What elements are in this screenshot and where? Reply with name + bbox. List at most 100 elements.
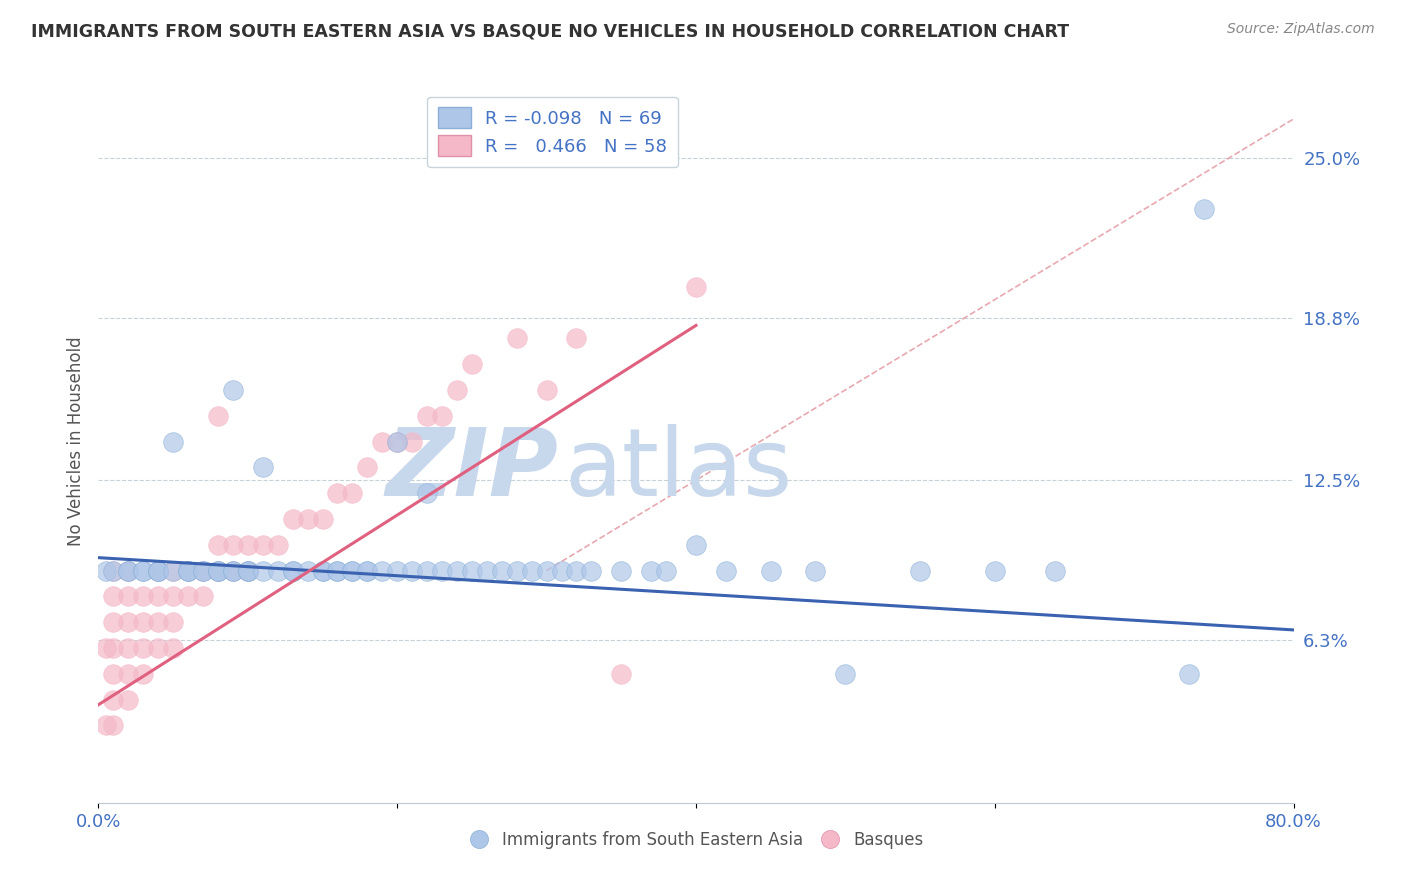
Point bbox=[132, 564, 155, 578]
Point bbox=[326, 564, 349, 578]
Point bbox=[207, 409, 229, 423]
Point bbox=[385, 564, 409, 578]
Point bbox=[520, 564, 543, 578]
Point bbox=[148, 564, 170, 578]
Point bbox=[148, 564, 170, 578]
Point bbox=[103, 666, 125, 681]
Point bbox=[222, 564, 245, 578]
Point bbox=[759, 564, 782, 578]
Point bbox=[207, 564, 229, 578]
Text: Source: ZipAtlas.com: Source: ZipAtlas.com bbox=[1227, 22, 1375, 37]
Point bbox=[311, 564, 333, 578]
Point bbox=[581, 564, 603, 578]
Point bbox=[536, 383, 558, 397]
Point bbox=[222, 564, 245, 578]
Point bbox=[117, 666, 139, 681]
Point bbox=[491, 564, 513, 578]
Point bbox=[207, 564, 229, 578]
Point bbox=[908, 564, 931, 578]
Point bbox=[385, 434, 409, 449]
Point bbox=[565, 331, 588, 345]
Point bbox=[148, 615, 170, 630]
Point bbox=[222, 383, 245, 397]
Point bbox=[342, 486, 364, 500]
Point bbox=[281, 564, 304, 578]
Point bbox=[117, 590, 139, 604]
Point bbox=[148, 564, 170, 578]
Text: atlas: atlas bbox=[565, 425, 793, 516]
Point bbox=[162, 564, 184, 578]
Point bbox=[103, 615, 125, 630]
Point bbox=[162, 564, 184, 578]
Point bbox=[461, 357, 484, 371]
Point bbox=[640, 564, 662, 578]
Point bbox=[984, 564, 1007, 578]
Point bbox=[117, 564, 139, 578]
Point bbox=[804, 564, 827, 578]
Point bbox=[1043, 564, 1066, 578]
Point bbox=[401, 564, 423, 578]
Point bbox=[475, 564, 498, 578]
Point bbox=[371, 564, 394, 578]
Point bbox=[342, 564, 364, 578]
Point bbox=[162, 640, 184, 655]
Point bbox=[536, 564, 558, 578]
Text: IMMIGRANTS FROM SOUTH EASTERN ASIA VS BASQUE NO VEHICLES IN HOUSEHOLD CORRELATIO: IMMIGRANTS FROM SOUTH EASTERN ASIA VS BA… bbox=[31, 22, 1069, 40]
Point bbox=[371, 434, 394, 449]
Point bbox=[685, 538, 707, 552]
Point bbox=[430, 409, 453, 423]
Point bbox=[550, 564, 572, 578]
Point bbox=[177, 564, 200, 578]
Point bbox=[236, 564, 259, 578]
Point bbox=[236, 564, 259, 578]
Point bbox=[385, 434, 409, 449]
Point bbox=[342, 564, 364, 578]
Point bbox=[162, 434, 184, 449]
Point bbox=[94, 640, 117, 655]
Point bbox=[117, 692, 139, 706]
Point bbox=[714, 564, 737, 578]
Point bbox=[281, 564, 304, 578]
Point bbox=[1192, 202, 1215, 217]
Point bbox=[281, 512, 304, 526]
Point bbox=[132, 666, 155, 681]
Point bbox=[416, 486, 439, 500]
Point bbox=[252, 538, 274, 552]
Point bbox=[326, 564, 349, 578]
Point bbox=[430, 564, 453, 578]
Point bbox=[655, 564, 678, 578]
Point bbox=[267, 538, 290, 552]
Point bbox=[236, 538, 259, 552]
Point bbox=[148, 640, 170, 655]
Point bbox=[685, 279, 707, 293]
Legend: Immigrants from South Eastern Asia, Basques: Immigrants from South Eastern Asia, Basq… bbox=[463, 824, 929, 856]
Point bbox=[103, 692, 125, 706]
Point bbox=[177, 564, 200, 578]
Point bbox=[416, 564, 439, 578]
Point bbox=[177, 564, 200, 578]
Point bbox=[506, 564, 529, 578]
Point bbox=[311, 564, 333, 578]
Point bbox=[416, 409, 439, 423]
Point bbox=[103, 564, 125, 578]
Point bbox=[446, 383, 468, 397]
Point bbox=[1178, 666, 1201, 681]
Point bbox=[311, 512, 333, 526]
Point bbox=[461, 564, 484, 578]
Point bbox=[177, 590, 200, 604]
Point bbox=[222, 538, 245, 552]
Point bbox=[191, 564, 214, 578]
Point bbox=[834, 666, 856, 681]
Point bbox=[132, 615, 155, 630]
Point bbox=[565, 564, 588, 578]
Point bbox=[207, 564, 229, 578]
Point bbox=[132, 640, 155, 655]
Point bbox=[207, 564, 229, 578]
Point bbox=[132, 590, 155, 604]
Point bbox=[132, 564, 155, 578]
Point bbox=[162, 590, 184, 604]
Point bbox=[252, 460, 274, 475]
Point bbox=[117, 564, 139, 578]
Point bbox=[103, 640, 125, 655]
Point bbox=[446, 564, 468, 578]
